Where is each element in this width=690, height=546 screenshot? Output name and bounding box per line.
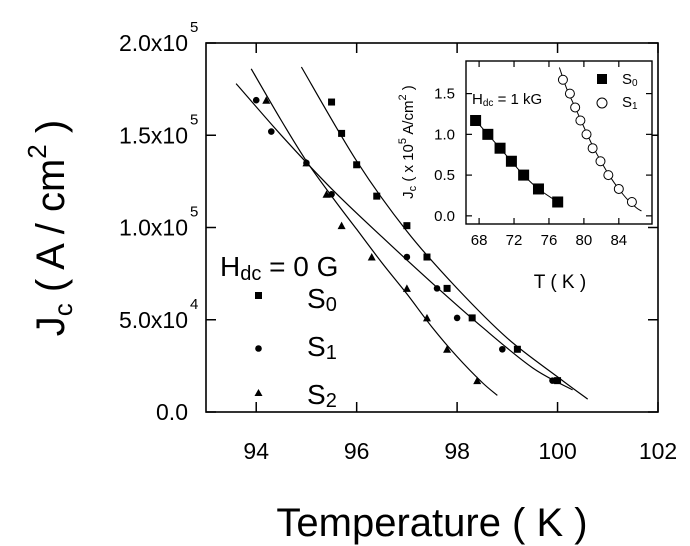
main-x-tick-label: 94 [243, 438, 269, 464]
main-x-axis-title: Temperature ( K ) [276, 501, 587, 545]
legend-label-s1: S1 [307, 331, 337, 364]
main-data-points [252, 96, 562, 385]
data-point-s0 [338, 129, 346, 137]
legend-label-s2: S2 [307, 379, 337, 412]
main-y-tick-label: 5.0x10 [119, 307, 188, 333]
data-point-s0 [423, 253, 431, 261]
inset-data-point-s1 [613, 183, 624, 194]
data-point-s1 [403, 253, 411, 261]
inset-data-point-s1 [603, 170, 614, 181]
main-y-tick-exponent: 5 [190, 19, 198, 36]
data-point-s2 [262, 96, 271, 104]
data-point-s0 [468, 314, 476, 322]
inset-data-points [470, 74, 637, 208]
inset-data-point-s1 [564, 88, 575, 99]
data-point-s2 [443, 345, 452, 353]
main-y-tick-exponent: 5 [190, 204, 198, 221]
inset-x-tick-label: 72 [506, 232, 523, 249]
fit-curve-s0 [300, 66, 589, 400]
data-point-s0 [403, 222, 411, 230]
inset-y-tick-label: 1.0 [434, 126, 455, 143]
inset-legend-marker-s0 [597, 74, 607, 84]
inset-data-point-s0 [505, 155, 517, 167]
main-y-tick-label: 1.5x10 [119, 122, 188, 148]
main-x-tick-label: 102 [639, 438, 677, 464]
inset-data-point-s0 [518, 169, 530, 181]
data-point-s0 [328, 98, 336, 106]
inset-x-tick-label: 84 [610, 232, 627, 249]
inset-data-point-s1 [595, 156, 606, 167]
inset-x-tick-label: 76 [541, 232, 558, 249]
data-point-s0 [554, 377, 562, 385]
inset-legend-label-s0: S0 [622, 71, 638, 89]
data-point-s2 [367, 253, 376, 261]
inset-x-axis: 68 72 76 80 84 [471, 61, 627, 249]
data-point-s2 [302, 158, 311, 167]
inset-legend: S0 S1 [596, 71, 638, 112]
inset-data-point-s1 [626, 196, 637, 207]
inset-y-tick-label: 0.0 [434, 208, 455, 225]
data-point-s2 [337, 221, 346, 230]
inset-plot-frame [465, 60, 653, 225]
inset-data-point-s0 [470, 114, 482, 126]
main-y-tick-exponent: 4 [190, 296, 198, 313]
inset-x-tick-label: 68 [471, 232, 488, 249]
legend-marker-s2 [254, 389, 263, 396]
inset-data-point-s1 [575, 115, 586, 126]
inset-x-axis-title: T ( K ) [534, 272, 586, 293]
data-point-s0 [353, 161, 361, 169]
inset-field-annotation: Hdc = 1 kG [472, 91, 542, 109]
data-point-s2 [422, 313, 431, 322]
legend-label-s0: S0 [307, 283, 337, 316]
data-point-s2 [402, 284, 411, 292]
inset-data-point-s0 [482, 128, 494, 140]
inset-data-point-s0 [532, 183, 544, 195]
data-point-s0 [513, 345, 521, 353]
inset-y-tick-label: 0.5 [434, 167, 455, 184]
data-point-s1 [499, 345, 506, 353]
legend-marker-s1 [255, 345, 262, 352]
fit-curve-s2 [250, 68, 498, 396]
main-x-axis: 94 96 98 100 102 [243, 43, 677, 464]
data-point-s1 [433, 285, 441, 292]
inset-data-point-s1 [581, 129, 592, 140]
main-y-tick-label: 0.0 [156, 399, 188, 425]
data-point-s2 [322, 190, 331, 198]
main-x-tick-label: 98 [444, 438, 470, 464]
inset-y-axis-title: Jc ( x 105 A/cm2 ) [397, 85, 419, 199]
inset-y-tick-label: 1.5 [434, 86, 455, 103]
main-y-tick-label: 2.0x10 [119, 30, 188, 56]
data-point-s2 [473, 376, 482, 385]
data-point-s1 [453, 314, 461, 322]
main-x-tick-label: 96 [344, 438, 370, 464]
inset-legend-label-s1: S1 [622, 94, 638, 112]
inset-data-point-s1 [557, 74, 568, 85]
data-point-s1 [252, 96, 260, 104]
inset-data-point-s1 [587, 143, 598, 154]
inset-data-point-s0 [494, 142, 506, 154]
data-point-s1 [267, 128, 275, 135]
data-point-s0 [443, 284, 451, 292]
main-y-tick-exponent: 5 [190, 111, 198, 128]
inset-data-point-s1 [570, 102, 581, 113]
main-y-axis-title: Jc ( A / cm2 ) [22, 120, 78, 336]
legend-marker-s0 [255, 292, 262, 299]
inset-x-tick-label: 80 [576, 232, 593, 249]
data-point-s0 [373, 192, 381, 200]
main-y-tick-label: 1.0x10 [119, 215, 188, 241]
data-point-s1 [328, 190, 335, 198]
inset-y-axis: 0.0 0.5 1.0 1.5 [434, 86, 652, 225]
main-x-tick-label: 100 [538, 438, 576, 464]
main-field-annotation: Hdc = 0 G [220, 251, 338, 285]
data-point-s1 [549, 377, 556, 384]
inset-data-point-s0 [552, 196, 564, 208]
main-legend: S0 S1 S2 [254, 283, 337, 412]
inset-legend-marker-s1 [596, 97, 608, 109]
